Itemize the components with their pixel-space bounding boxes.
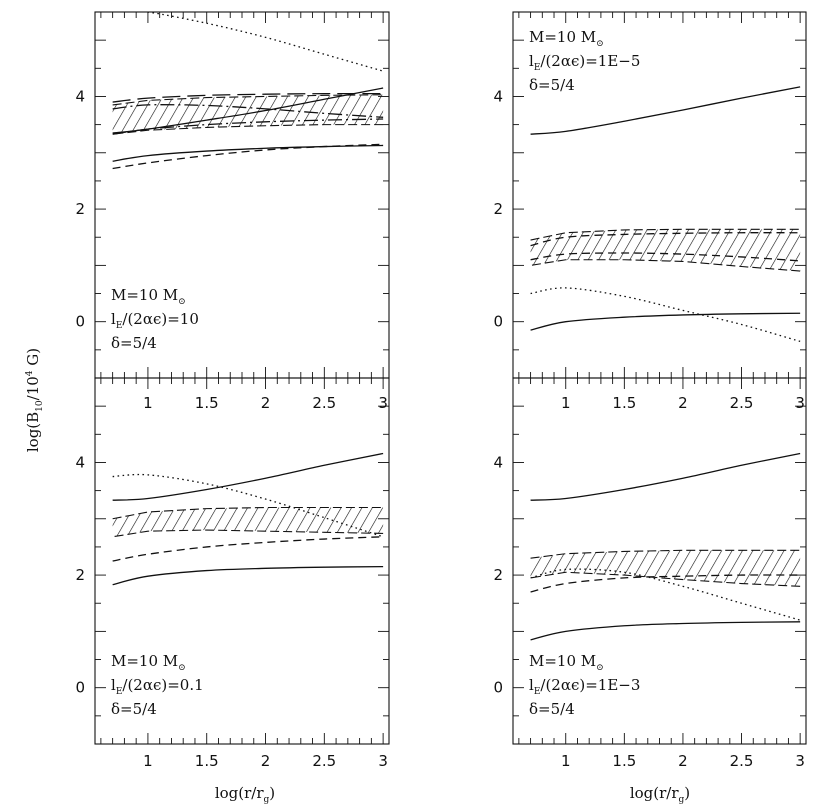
series-dashed	[112, 143, 384, 170]
series-solid-lower	[530, 621, 801, 641]
y-axis-title-rest: /10	[24, 376, 42, 400]
annotation-mass: M=10 M⊙	[111, 652, 186, 673]
annotation-luminosity: lE/(2αϵ)=0.1	[111, 676, 204, 697]
band-upper-edge	[530, 549, 801, 559]
y-axis-title-sub: 10	[35, 400, 45, 412]
x-tick-label: 1	[143, 394, 153, 412]
x-tick-label: 1	[143, 752, 153, 770]
x-tick-label: 2.5	[312, 394, 336, 412]
series-solid-upper	[530, 86, 801, 135]
band-upper-edge	[112, 506, 384, 520]
series-solid-upper	[530, 452, 801, 501]
x-axis-title-left-sub: g	[264, 795, 270, 805]
annotation-delta: δ=5/4	[529, 700, 575, 718]
series-solid-lower	[530, 312, 801, 331]
series-solid-upper	[112, 452, 384, 501]
series-dotted	[112, 473, 384, 538]
panel-top-left: 1 1.5 2 2.5 3 0 2 4 M=10 M⊙ lE/(2αϵ)=10 δ=5/4	[75, 11, 390, 412]
x-axis-title-right: log(r/rg)	[630, 784, 690, 805]
series-dashed-2	[530, 252, 801, 262]
series-dotted	[530, 287, 801, 343]
plot-area	[112, 452, 384, 586]
x-tick-label: 1.5	[612, 394, 636, 412]
x-axis-title-right-main: log(r/r	[630, 784, 680, 802]
x-axis-title-left-tail: )	[269, 784, 275, 802]
x-tick-label: 1.5	[195, 394, 219, 412]
panel-bottom-right: 1 1.5 2 2.5 3 0 2 4 M=10 M⊙ lE/(2αϵ)=1E−3 δ=5/4	[493, 377, 807, 770]
band-lower-edge	[530, 259, 801, 272]
plot-area	[112, 12, 384, 170]
x-tick-label: 3	[795, 752, 805, 770]
y-axis-title-sup: 4	[25, 370, 35, 376]
y-tick-label: 0	[75, 679, 85, 697]
y-tick-label: 2	[493, 566, 503, 584]
annotation-delta: δ=5/4	[111, 334, 157, 352]
band-upper-edge	[530, 228, 801, 241]
x-tick-label: 3	[795, 394, 805, 412]
panel-bottom-left: 1 1.5 2 2.5 3 0 2 4 M=10 M⊙ lE/(2αϵ)=0.1 δ=5/4	[75, 377, 390, 770]
band-lower-edge	[112, 124, 384, 135]
y-axis-title-main: log(B	[24, 412, 42, 452]
x-tick-label: 2	[261, 394, 271, 412]
x-axis-title-left: log(r/rg)	[215, 784, 275, 805]
series-dash-dot	[112, 104, 384, 118]
annotation-delta: δ=5/4	[529, 76, 575, 94]
x-tick-label: 1	[561, 394, 571, 412]
y-axis-title: log(B10/104 G)	[24, 348, 45, 452]
y-tick-label: 2	[493, 200, 503, 218]
y-tick-label: 0	[493, 313, 503, 331]
series-long-dash	[112, 92, 384, 103]
x-axis-title-left-main: log(r/r	[215, 784, 265, 802]
x-tick-label: 2.5	[312, 752, 336, 770]
series-solid-upper	[112, 87, 384, 134]
x-tick-label: 1.5	[195, 752, 219, 770]
hatched-band	[530, 229, 801, 272]
x-tick-label: 1.5	[612, 752, 636, 770]
x-tick-label: 1	[561, 752, 571, 770]
annotation-mass: M=10 M⊙	[529, 28, 604, 49]
panel-top-right: 1 1.5 2 2.5 3 0 2 4 M=10 M⊙ lE/(2αϵ)=1E−5 δ=5/4	[493, 11, 807, 412]
series-solid-lower	[112, 144, 384, 162]
y-tick-label: 4	[493, 87, 503, 105]
series-dashed	[530, 574, 801, 593]
annotation-luminosity: lE/(2αϵ)=1E−3	[529, 676, 640, 697]
y-tick-label: 4	[75, 453, 85, 471]
x-axis-title-right-tail: )	[684, 784, 690, 802]
x-tick-label: 2.5	[730, 394, 754, 412]
x-tick-label: 3	[378, 394, 388, 412]
y-tick-label: 4	[75, 87, 85, 105]
annotation-luminosity: lE/(2αϵ)=10	[111, 310, 199, 331]
x-axis-title-right-sub: g	[679, 795, 685, 805]
x-tick-label: 2	[261, 752, 271, 770]
annotation-luminosity: lE/(2αϵ)=1E−5	[529, 52, 640, 73]
y-tick-label: 0	[75, 313, 85, 331]
annotation-mass: M=10 M⊙	[111, 286, 186, 307]
y-tick-label: 2	[75, 566, 85, 584]
band-lower-edge	[112, 529, 384, 538]
series-dotted	[143, 12, 384, 72]
x-tick-label: 2.5	[730, 752, 754, 770]
hatched-band	[530, 550, 801, 587]
plot-area	[530, 452, 801, 641]
hatched-band	[112, 507, 384, 537]
panels: 1 1.5 2 2.5 3 0 2 4 M=10 M⊙ lE/(2αϵ)=10 δ=5/4 1 1.5 2…	[75, 11, 807, 770]
series-solid-lower	[112, 565, 384, 586]
plot-area	[530, 86, 801, 343]
y-tick-label: 4	[493, 453, 503, 471]
y-tick-label: 2	[75, 200, 85, 218]
x-tick-label: 2	[678, 394, 688, 412]
y-tick-label: 0	[493, 679, 503, 697]
y-axis-title-tail: G)	[24, 348, 42, 371]
x-tick-label: 3	[378, 752, 388, 770]
annotation-delta: δ=5/4	[111, 700, 157, 718]
x-tick-label: 2	[678, 752, 688, 770]
band-upper-edge	[112, 94, 384, 106]
series-dashed-1	[530, 232, 801, 247]
annotation-mass: M=10 M⊙	[529, 652, 604, 673]
series-dashed	[112, 536, 384, 562]
